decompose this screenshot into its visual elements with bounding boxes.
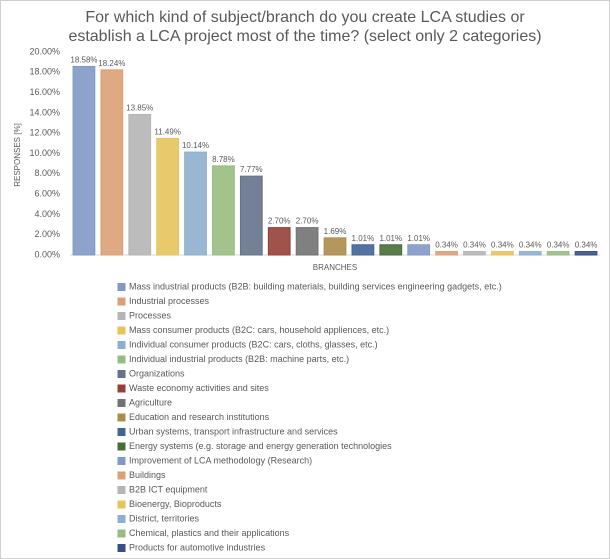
legend-swatch bbox=[117, 341, 126, 349]
legend-label: Agriculture bbox=[129, 397, 172, 407]
bar bbox=[435, 251, 458, 256]
legend-swatch bbox=[117, 529, 126, 538]
legend-label: Buildings bbox=[129, 470, 166, 480]
bar bbox=[184, 151, 207, 256]
legend-label: Individual industrial products (B2B: mac… bbox=[129, 354, 349, 364]
legend-swatch bbox=[117, 399, 126, 407]
y-tick-label: 16.00% bbox=[29, 87, 60, 97]
value-label: 8.78% bbox=[212, 155, 235, 164]
value-label: 0.34% bbox=[547, 241, 570, 250]
y-tick-label: 6.00% bbox=[34, 188, 60, 198]
y-tick-label: 8.00% bbox=[34, 168, 60, 178]
legend-swatch bbox=[117, 428, 126, 436]
legend-swatch bbox=[117, 457, 126, 465]
x-axis-title: BRANCHES bbox=[313, 263, 357, 272]
legend-swatch bbox=[117, 486, 126, 494]
legend-label: Organizations bbox=[129, 368, 185, 378]
value-label: 0.34% bbox=[435, 241, 458, 250]
legend-label: Improvement of LCA methodology (Research… bbox=[129, 455, 312, 465]
bar bbox=[100, 69, 124, 256]
legend-swatch bbox=[117, 413, 126, 422]
value-label: 0.34% bbox=[575, 241, 598, 250]
value-label: 1.01% bbox=[407, 234, 430, 243]
y-tick-label: 12.00% bbox=[29, 128, 60, 138]
bar bbox=[490, 251, 514, 256]
legend-swatch bbox=[117, 384, 126, 393]
legend-label: Bioenergy, Bioproducts bbox=[129, 499, 222, 509]
value-label: 0.34% bbox=[491, 241, 514, 250]
value-label: 0.34% bbox=[463, 241, 486, 250]
legend-label: Processes bbox=[129, 310, 172, 320]
bar bbox=[351, 244, 375, 256]
legend-label: Education and research institutions bbox=[129, 412, 270, 422]
legend-swatch bbox=[117, 471, 126, 480]
value-label: 18.58% bbox=[70, 56, 97, 65]
legend-swatch bbox=[117, 326, 126, 335]
legend-label: Industrial processes bbox=[129, 296, 210, 306]
bar bbox=[239, 175, 263, 256]
y-tick-label: 0.00% bbox=[34, 249, 60, 259]
bar bbox=[295, 227, 319, 256]
value-label: 13.85% bbox=[126, 104, 153, 113]
legend-swatch bbox=[117, 283, 126, 291]
y-tick-label: 2.00% bbox=[34, 229, 60, 239]
bar bbox=[156, 137, 180, 256]
bar bbox=[463, 251, 486, 256]
value-label: 2.70% bbox=[296, 217, 319, 226]
legend-label: Products for automotive industries bbox=[129, 542, 266, 552]
bar bbox=[546, 251, 570, 256]
value-label: 1.01% bbox=[352, 234, 375, 243]
y-tick-label: 10.00% bbox=[29, 148, 60, 158]
legend-swatch bbox=[117, 442, 126, 451]
legend-swatch bbox=[117, 312, 126, 320]
legend-label: Chemical, plastics and their application… bbox=[129, 528, 290, 538]
legend-swatch bbox=[117, 544, 126, 552]
value-label: 18.24% bbox=[98, 59, 125, 68]
legend-swatch bbox=[117, 515, 126, 523]
bar bbox=[574, 251, 598, 256]
bar bbox=[379, 244, 403, 256]
value-label: 0.34% bbox=[519, 241, 542, 250]
legend-label: Mass industrial products (B2B: building … bbox=[129, 281, 502, 291]
legend-label: B2B ICT equipment bbox=[129, 484, 208, 494]
legend-label: Urban systems, transport infrastructure … bbox=[129, 426, 338, 436]
legend-swatch bbox=[117, 370, 126, 378]
legend-label: Waste economy activities and sites bbox=[129, 383, 269, 393]
bar bbox=[407, 244, 431, 256]
legend-swatch bbox=[117, 355, 126, 364]
legend-label: Individual consumer products (B2C: cars,… bbox=[129, 339, 378, 349]
legend-label: Energy systems (e.g. storage and energy … bbox=[129, 441, 392, 451]
bar bbox=[212, 165, 235, 256]
y-tick-label: 14.00% bbox=[29, 107, 60, 117]
value-label: 1.01% bbox=[379, 234, 402, 243]
legend-label: Mass consumer products (B2C: cars, house… bbox=[129, 325, 389, 335]
legend-swatch bbox=[117, 500, 126, 509]
y-axis-title: RESPONSES [%] bbox=[13, 123, 22, 187]
bar bbox=[518, 251, 542, 256]
chart-title: For which kind of subject/branch do you … bbox=[68, 9, 542, 45]
legend-swatch bbox=[117, 297, 126, 306]
value-label: 2.70% bbox=[268, 217, 291, 226]
bar bbox=[128, 113, 152, 256]
value-label: 11.49% bbox=[154, 127, 181, 136]
y-tick-label: 20.00% bbox=[29, 46, 60, 56]
bar bbox=[323, 237, 347, 256]
bar bbox=[267, 227, 291, 256]
value-label: 7.77% bbox=[240, 165, 263, 174]
y-tick-label: 4.00% bbox=[34, 209, 60, 219]
y-tick-label: 18.00% bbox=[29, 67, 60, 77]
value-label: 10.14% bbox=[182, 141, 209, 150]
value-label: 1.69% bbox=[324, 227, 347, 236]
bar bbox=[72, 65, 96, 256]
legend-label: District, territories bbox=[129, 513, 200, 523]
